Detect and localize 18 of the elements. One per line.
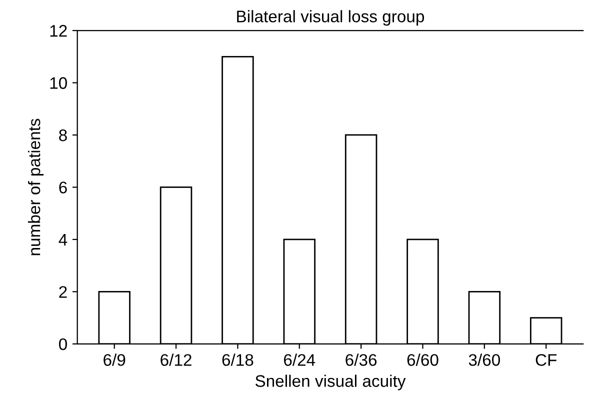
x-axis-title: Snellen visual acuity	[255, 374, 406, 390]
y-tick-label: 12	[50, 24, 67, 37]
y-tick-label: 8	[59, 129, 67, 142]
x-tick-label: 6/60	[407, 354, 438, 366]
y-tick-label: 0	[59, 338, 67, 350]
x-tick-label: 6/9	[104, 354, 126, 366]
y-tick-label: 6	[59, 182, 67, 194]
x-tick-label: 6/18	[222, 354, 254, 366]
y-tick-label: 10	[50, 77, 67, 89]
y-tick-label: 4	[58, 234, 68, 246]
y-tick-label: 2	[59, 286, 67, 298]
x-tick-label: 6/24	[284, 354, 316, 366]
x-tick-label: 6/12	[160, 354, 192, 366]
chart-title: Bilateral visual loss group	[237, 10, 424, 26]
x-tick-label: CF	[536, 354, 557, 366]
y-axis-title: number of patients	[28, 118, 44, 256]
x-tick-label: 3/60	[468, 354, 500, 366]
x-tick-label: 6/36	[346, 354, 377, 366]
